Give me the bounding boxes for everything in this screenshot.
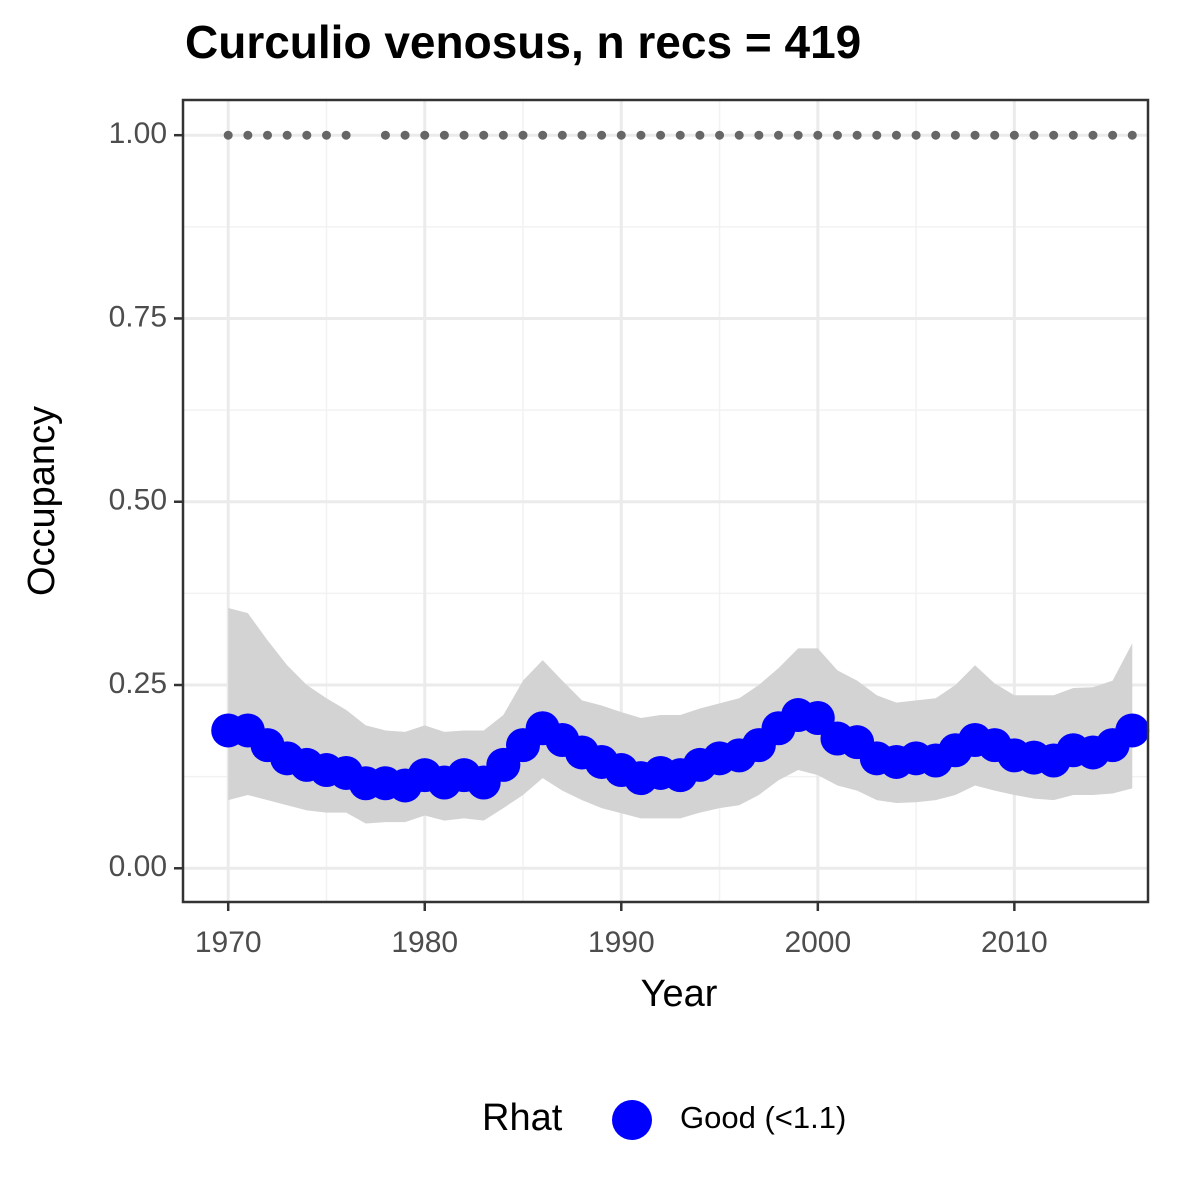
record-dot [341,130,351,140]
record-dot [459,130,469,140]
record-dot [597,130,607,140]
record-dot [852,130,862,140]
record-dot [774,130,784,140]
record-dot [695,130,705,140]
record-dot [931,130,941,140]
x-tick-label: 1990 [588,926,655,959]
record-dot [223,130,233,140]
record-dot [400,130,410,140]
x-tick-label: 2000 [784,926,851,959]
record-dot [1009,130,1019,140]
record-dot [1049,130,1059,140]
x-tick-label: 1980 [391,926,458,959]
x-tick-label: 1970 [195,926,262,959]
record-dot [990,130,1000,140]
record-dot [321,130,331,140]
legend-key [612,1100,652,1140]
x-axis-title: Year [641,973,718,1015]
record-dot [538,130,548,140]
record-dot [302,130,312,140]
record-dot [498,130,508,140]
record-dot [479,130,489,140]
record-dot [282,130,292,140]
record-dot [420,130,430,140]
record-dot [793,130,803,140]
record-dot [950,130,960,140]
record-dot [616,130,626,140]
record-dot [891,130,901,140]
record-dot [911,130,921,140]
record-dot [1108,130,1118,140]
y-tick-label: 0.50 [109,484,167,517]
record-dot [243,130,253,140]
x-tick-label: 2010 [981,926,1048,959]
record-dot [1068,130,1078,140]
record-dot [557,130,567,140]
legend-label: Good (<1.1) [680,1100,846,1135]
y-tick-label: 1.00 [109,117,167,150]
record-dot [872,130,882,140]
record-dot [577,130,587,140]
y-axis-title: Occupancy [21,406,63,596]
record-dot [1088,130,1098,140]
record-dot [754,130,764,140]
record-dot [263,130,273,140]
record-dot [518,130,528,140]
y-tick-label: 0.75 [109,300,167,333]
record-dot [636,130,646,140]
chart-title: Curculio venosus, n recs = 419 [185,16,861,68]
record-dot [656,130,666,140]
panel-border [181,98,1150,904]
point [1115,713,1150,748]
y-tick-label: 0.00 [109,850,167,883]
record-dot [1127,130,1137,140]
record-dot [734,130,744,140]
record-dot [970,130,980,140]
record-dot [439,130,449,140]
record-dot [832,130,842,140]
y-tick-label: 0.25 [109,667,167,700]
record-dot [813,130,823,140]
record-dot [380,130,390,140]
record-dot [715,130,725,140]
record-dot [1029,130,1039,140]
record-dot [675,130,685,140]
legend-title: Rhat [482,1097,563,1139]
